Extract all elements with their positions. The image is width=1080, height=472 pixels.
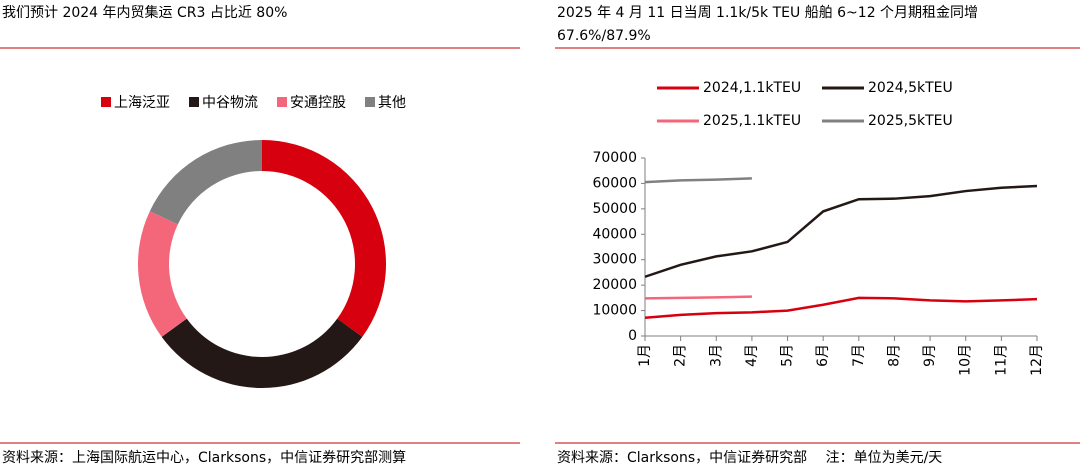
legend-label: 2024,5kTEU xyxy=(868,80,953,96)
x-tick-label: 11月 xyxy=(993,344,1009,376)
legend-swatch xyxy=(101,97,111,107)
chart-title: 我们预计 2024 年内贸集运 CR3 占比近 80% xyxy=(2,4,287,21)
line-series xyxy=(644,296,1038,319)
legend-label: 其他 xyxy=(378,95,406,111)
legend-label: 2024,1.1kTEU xyxy=(703,80,801,96)
donut-segment xyxy=(149,140,262,225)
legend-label: 中谷物流 xyxy=(202,95,258,111)
y-tick-label: 70000 xyxy=(592,150,637,166)
x-tick-label: 2月 xyxy=(673,344,689,367)
line-series xyxy=(644,295,752,300)
donut-segment xyxy=(262,140,387,337)
x-tick-label: 5月 xyxy=(780,344,796,367)
legend-swatch xyxy=(189,97,199,107)
chart-title: 2025 年 4 月 11 日当周 1.1k/5k TEU 船舶 6~12 个月… xyxy=(557,5,978,21)
x-tick-label: 10月 xyxy=(958,344,974,376)
y-tick-label: 20000 xyxy=(592,277,637,293)
donut-segment xyxy=(138,211,187,337)
legend-swatch xyxy=(365,97,375,107)
x-tick-label: 4月 xyxy=(744,344,760,367)
x-tick-label: 12月 xyxy=(1029,344,1045,376)
y-tick-label: 0 xyxy=(628,328,637,344)
legend-label: 2025,1.1kTEU xyxy=(703,113,801,129)
y-tick-label: 30000 xyxy=(592,252,637,268)
x-tick-label: 7月 xyxy=(851,344,867,367)
footer: 资料来源：Clarksons，中信证券研究部 注：单位为美元/天 xyxy=(557,450,942,466)
x-tick-label: 6月 xyxy=(815,344,831,367)
y-tick-label: 50000 xyxy=(592,201,637,217)
x-tick-label: 9月 xyxy=(922,344,938,367)
y-tick-label: 10000 xyxy=(592,303,637,319)
chart-title: 67.6%/87.9% xyxy=(557,28,651,44)
line-series xyxy=(644,177,752,184)
legend-label: 上海泛亚 xyxy=(114,95,170,111)
legend-label: 2025,5kTEU xyxy=(868,113,953,129)
footer: 资料来源：上海国际航运中心，Clarksons，中信证券研究部测算 xyxy=(2,450,406,466)
line-series xyxy=(644,184,1038,278)
legend-label: 安通控股 xyxy=(290,95,346,111)
x-tick-label: 8月 xyxy=(886,344,902,367)
legend-swatch xyxy=(277,97,287,107)
y-tick-label: 60000 xyxy=(592,175,637,191)
y-tick-label: 40000 xyxy=(592,226,637,242)
x-tick-label: 3月 xyxy=(708,344,724,367)
x-tick-label: 1月 xyxy=(637,344,653,367)
donut-segment xyxy=(161,318,363,388)
